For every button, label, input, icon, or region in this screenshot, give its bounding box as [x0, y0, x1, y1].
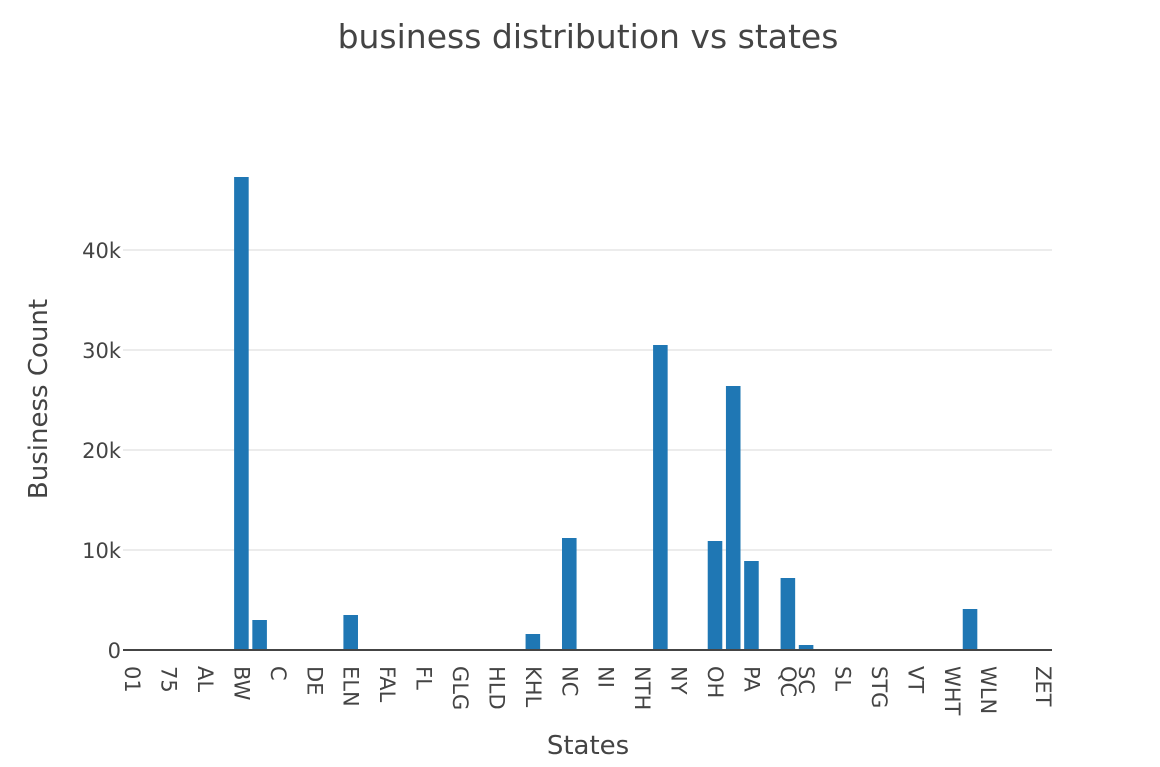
x-tick-label: WLN [976, 666, 1000, 714]
x-tick-label: STG [867, 666, 891, 708]
x-tick-label: 01 [120, 666, 144, 693]
gridlines [123, 249, 1052, 551]
bar-oh [707, 541, 723, 650]
x-tick-label: NC [557, 666, 581, 696]
x-tick-label: DE [302, 666, 326, 695]
x-tick-label: VT [903, 666, 927, 693]
chart-title: business distribution vs states [338, 17, 839, 56]
bar-on [725, 386, 741, 650]
x-tick-label: AL [193, 666, 217, 692]
x-tick-label: HLD [484, 666, 508, 710]
x-tick-label: NTH [630, 666, 654, 710]
bars [124, 177, 1051, 650]
x-tick-label: GLG [448, 666, 472, 710]
y-axis-title: Business Count [24, 299, 54, 499]
x-tick-label: 75 [157, 666, 181, 693]
bar-qc [780, 578, 796, 650]
y-tick-label: 30k [82, 339, 122, 363]
bar-wi [962, 609, 978, 650]
x-tick-label: SL [831, 666, 855, 691]
bar-nv [653, 345, 668, 650]
x-axis-ticks: 01 75 AL BW C DE ELN FAL FL GLG HLD KHL NC NI NTH NY OH P… [120, 666, 1055, 716]
x-tick-label: PA [739, 666, 763, 692]
x-tick-label: NY [667, 666, 691, 695]
y-tick-label: 0 [108, 639, 121, 663]
x-tick-label: WHT [940, 666, 964, 716]
x-tick-label: FL [412, 666, 436, 690]
y-tick-label: 10k [82, 539, 122, 563]
bar-bw [234, 177, 249, 650]
x-tick-label: QC [776, 666, 800, 697]
x-tick-label: ZET [1031, 666, 1055, 707]
x-tick-label: BW [229, 666, 253, 701]
x-tick-label: KHL [521, 666, 545, 708]
x-tick-label: C [266, 666, 290, 681]
bar-eln [343, 615, 358, 650]
bar-pa [744, 561, 759, 650]
bar-khl [525, 634, 541, 650]
y-axis-ticks: 0 10k 20k 30k 40k [82, 239, 122, 663]
y-tick-label: 40k [82, 239, 122, 263]
x-tick-label: NI [594, 666, 618, 688]
bar-nc [561, 538, 577, 650]
x-tick-label: FAL [375, 666, 399, 703]
bar-by [252, 620, 267, 650]
bar-sc [798, 645, 814, 650]
y-tick-label: 20k [82, 439, 122, 463]
x-tick-label: SC [794, 666, 818, 694]
x-axis-title: States [547, 731, 629, 761]
x-tick-label: ELN [339, 666, 363, 707]
x-tick-label: OH [703, 666, 727, 698]
